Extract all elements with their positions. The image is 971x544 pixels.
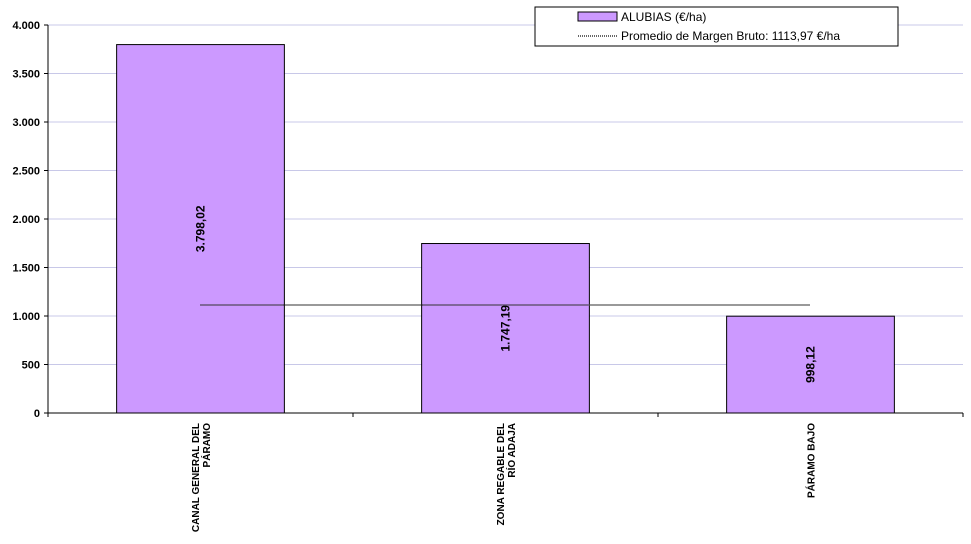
data-label: 1.747,19 xyxy=(499,305,513,352)
y-axis: 0 500 1.000 1.500 2.000 2.500 3.000 3.500 4.000 xyxy=(12,20,49,420)
x-category-label: CANAL GENERAL DEL xyxy=(191,423,202,532)
data-label: 998,12 xyxy=(804,346,818,383)
x-category-label: PÁRAMO BAJO xyxy=(805,423,818,498)
data-label: 3.798,02 xyxy=(194,205,208,252)
bars: 3.798,02 1.747,19 998,12 xyxy=(116,44,895,414)
y-tick-label: 4.000 xyxy=(12,20,40,32)
x-axis: CANAL GENERAL DEL PÁRAMO ZONA REGABLE DEL R… xyxy=(47,412,964,532)
legend-label-average: Promedio de Margen Bruto: 1113,97 €/ha xyxy=(621,29,840,43)
x-category-label: PÁRAMO xyxy=(200,423,213,468)
y-tick-label: 500 xyxy=(22,360,40,372)
y-tick-label: 2.500 xyxy=(12,166,40,178)
x-category-label: RÍO ADAJA xyxy=(505,423,518,478)
y-tick-label: 0 xyxy=(34,408,40,420)
y-tick-label: 1.500 xyxy=(12,263,40,275)
y-tick-label: 3.500 xyxy=(12,69,40,81)
y-tick-label: 3.000 xyxy=(12,117,40,129)
y-tick-label: 2.000 xyxy=(12,214,40,226)
legend-label-series: ALUBIAS (€/ha) xyxy=(621,10,706,24)
x-category-label: ZONA REGABLE DEL xyxy=(496,423,507,525)
legend-swatch-bar xyxy=(577,11,618,22)
bar xyxy=(421,243,590,414)
bar xyxy=(726,315,895,414)
bar xyxy=(116,44,285,414)
y-tick-label: 1.000 xyxy=(12,311,40,323)
legend: ALUBIAS (€/ha) Promedio de Margen Bruto:… xyxy=(534,6,899,47)
